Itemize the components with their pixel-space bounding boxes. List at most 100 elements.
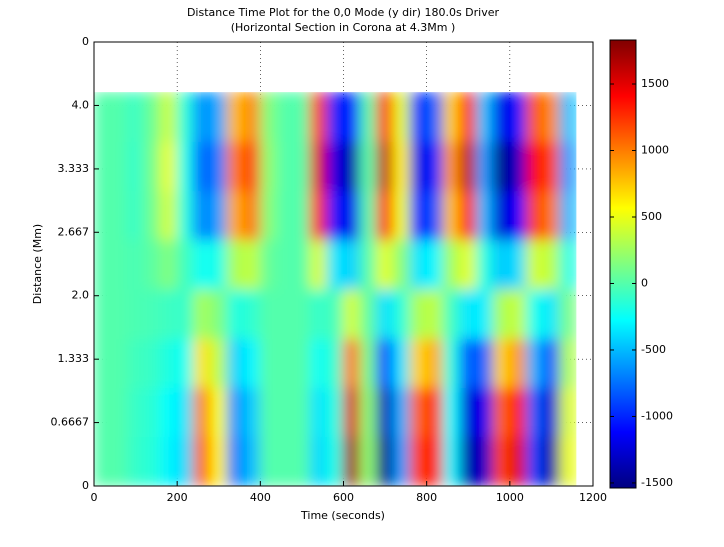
heatmap-cell	[426, 436, 444, 486]
heatmap-cell	[126, 387, 145, 438]
heatmap-cell	[243, 288, 261, 340]
heatmap-cell	[209, 239, 228, 290]
heatmap-cell	[426, 338, 444, 389]
heatmap-cell	[259, 338, 278, 389]
heatmap-cell	[276, 92, 295, 143]
heatmap-cell	[160, 92, 178, 143]
heatmap-cell	[326, 436, 344, 486]
x-tick-label: 600	[333, 491, 354, 504]
heatmap-cell	[525, 387, 544, 438]
heatmap-cell	[259, 436, 278, 486]
heatmap-cell	[309, 190, 328, 241]
heatmap-cell	[509, 387, 527, 438]
heatmap-cell	[293, 141, 311, 192]
heatmap-cell	[509, 92, 527, 143]
heatmap-cell	[442, 436, 461, 486]
y-tick-label: 3.333	[58, 162, 90, 175]
heatmap-cell	[476, 141, 494, 192]
heatmap-cell	[276, 288, 295, 340]
heatmap-cell	[243, 190, 261, 241]
heatmap-cell	[459, 436, 478, 486]
heatmap-cell	[259, 141, 278, 192]
heatmap-cell	[525, 190, 544, 241]
heatmap-cell	[276, 387, 295, 438]
colorbar-tick-label: -1500	[641, 476, 673, 489]
heatmap-cell	[110, 141, 128, 192]
heatmap-cell	[94, 190, 112, 241]
heatmap-cell	[392, 190, 411, 241]
heatmap-cell	[359, 190, 378, 241]
heatmap-cell	[376, 239, 394, 290]
heatmap-cell	[426, 387, 444, 438]
y-tick-label: 0.6667	[51, 416, 90, 429]
heatmap-cell	[409, 288, 428, 340]
heatmap-cell	[193, 338, 211, 389]
heatmap-cell	[392, 239, 411, 290]
heatmap-cell	[209, 92, 228, 143]
heatmap-cell	[226, 239, 245, 290]
heatmap-cell	[176, 288, 195, 340]
heatmap-cell	[276, 239, 295, 290]
heatmap-cell	[126, 92, 145, 143]
heatmap-cell	[326, 141, 344, 192]
heatmap-cell	[459, 190, 478, 241]
heatmap-cell	[359, 239, 378, 290]
heatmap-cell	[110, 338, 128, 389]
y-tick-label: 0	[82, 479, 89, 492]
heatmap-cell	[259, 387, 278, 438]
heatmap-cell	[326, 387, 344, 438]
heatmap-cell	[293, 239, 311, 290]
heatmap-cell	[459, 288, 478, 340]
heatmap-cell	[359, 92, 378, 143]
heatmap-cell	[376, 387, 394, 438]
heatmap-cell	[392, 288, 411, 340]
heatmap-cell	[525, 288, 544, 340]
colorbar-tick-label: 500	[641, 210, 662, 223]
heatmap-cell	[276, 338, 295, 389]
heatmap-cell	[376, 338, 394, 389]
heatmap-cell	[143, 338, 162, 389]
heatmap-cell	[209, 288, 228, 340]
heatmap-cell	[143, 92, 162, 143]
heatmap-cell	[559, 141, 577, 192]
heatmap-cell	[476, 92, 494, 143]
heatmap-cell	[259, 190, 278, 241]
heatmap-cell	[426, 190, 444, 241]
heatmap-cell	[110, 92, 128, 143]
heatmap-cell	[126, 338, 145, 389]
heatmap-cell	[476, 190, 494, 241]
heatmap-cell	[392, 387, 411, 438]
heatmap-cell	[542, 288, 561, 340]
heatmap-cell	[176, 141, 195, 192]
heatmap-cell	[243, 387, 261, 438]
heatmap-cell	[209, 190, 228, 241]
heatmap-cell	[376, 190, 394, 241]
heatmap-cell	[359, 436, 378, 486]
axes: 0 200 400 600 800 1000 1200 0 0.6667 1.333 2.0 2.66…	[51, 35, 608, 504]
heatmap-cell	[492, 190, 511, 241]
heatmap-cell	[442, 288, 461, 340]
heatmap-cell	[525, 436, 544, 486]
heatmap-cell	[343, 288, 361, 340]
heatmap-cell	[176, 387, 195, 438]
heatmap-cell	[276, 141, 295, 192]
colorbar-tick-label: 0	[641, 276, 648, 289]
heatmap-cell	[193, 436, 211, 486]
heatmap-cell	[509, 141, 527, 192]
heatmap-cell	[476, 239, 494, 290]
heatmap-cell	[226, 190, 245, 241]
y-tick-label: 1.333	[58, 352, 90, 365]
heatmap-cell	[459, 141, 478, 192]
heatmap-cell	[409, 436, 428, 486]
heatmap-cell	[309, 141, 328, 192]
heatmap-cell	[293, 190, 311, 241]
heatmap-cell	[143, 387, 162, 438]
heatmap-cell	[376, 436, 394, 486]
heatmap-cell	[409, 338, 428, 389]
heatmap-cell	[376, 92, 394, 143]
heatmap-cell	[94, 141, 112, 192]
heatmap-cell	[509, 338, 527, 389]
heatmap-cell	[442, 190, 461, 241]
heatmap-cell	[509, 288, 527, 340]
